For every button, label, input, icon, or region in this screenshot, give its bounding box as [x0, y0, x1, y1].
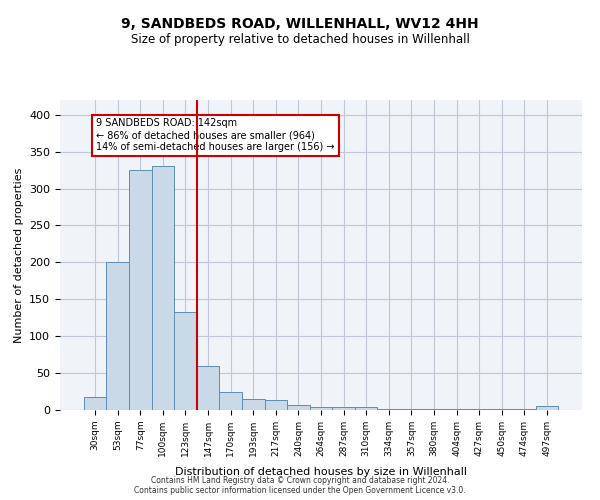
Text: Size of property relative to detached houses in Willenhall: Size of property relative to detached ho… [131, 32, 469, 46]
Bar [152, 166, 174, 410]
Bar [84, 398, 106, 410]
Text: Contains HM Land Registry data © Crown copyright and database right 2024.
Contai: Contains HM Land Registry data © Crown c… [134, 476, 466, 495]
Bar [310, 407, 332, 410]
Y-axis label: Number of detached properties: Number of detached properties [14, 168, 23, 342]
Bar [197, 366, 220, 410]
Bar [265, 400, 287, 410]
Bar [129, 170, 152, 410]
Bar [377, 408, 400, 410]
Bar [174, 312, 197, 410]
Bar [287, 405, 310, 410]
Text: 9, SANDBEDS ROAD, WILLENHALL, WV12 4HH: 9, SANDBEDS ROAD, WILLENHALL, WV12 4HH [121, 18, 479, 32]
Bar [220, 392, 242, 410]
Bar [106, 262, 129, 410]
Text: 9 SANDBEDS ROAD: 142sqm
← 86% of detached houses are smaller (964)
14% of semi-d: 9 SANDBEDS ROAD: 142sqm ← 86% of detache… [96, 118, 335, 152]
Bar [536, 406, 558, 410]
Bar [242, 399, 265, 410]
X-axis label: Distribution of detached houses by size in Willenhall: Distribution of detached houses by size … [175, 467, 467, 477]
Bar [355, 407, 377, 410]
Bar [332, 407, 355, 410]
